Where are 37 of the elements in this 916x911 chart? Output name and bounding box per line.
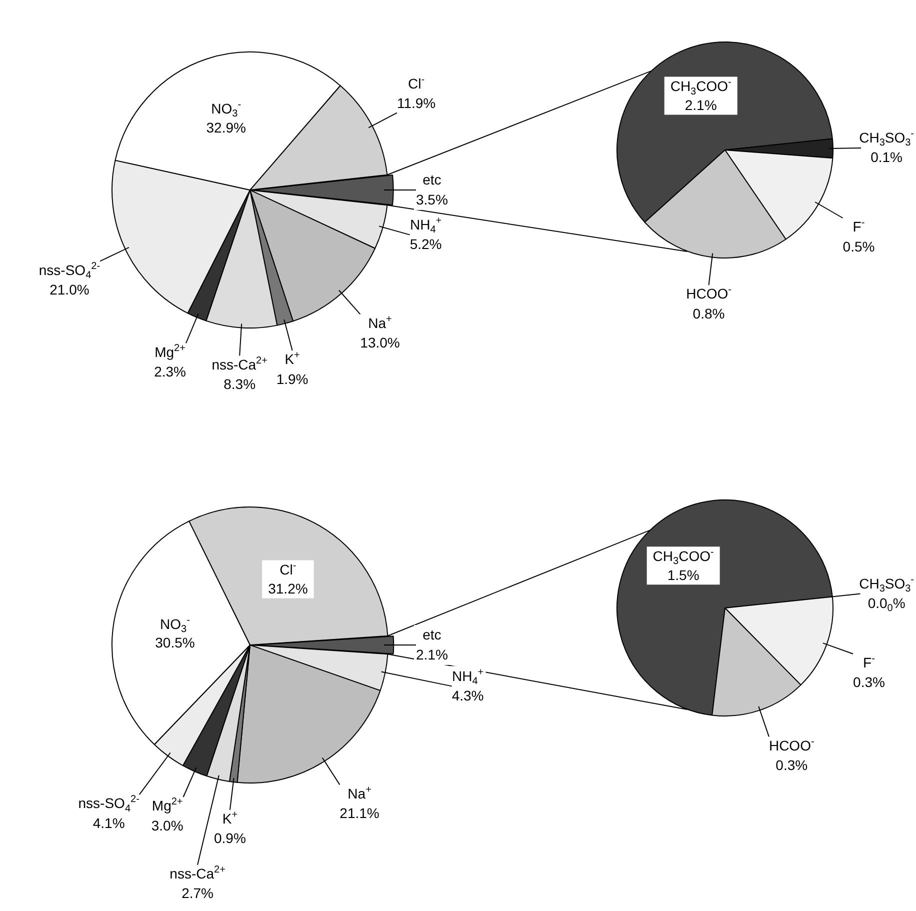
data-label: 4.1% xyxy=(92,814,125,831)
data-label: 3.5% xyxy=(416,191,448,208)
data-label: 31.2% xyxy=(268,580,308,597)
data-label: 2.7% xyxy=(182,885,214,902)
slice-label: Na+ xyxy=(368,314,392,331)
slice-label: F- xyxy=(852,218,865,235)
data-label: 2.1% xyxy=(416,646,448,662)
data-label: 0.1% xyxy=(870,149,903,166)
slice-label: Cl- xyxy=(280,560,296,578)
data-label: 1.5% xyxy=(667,567,700,584)
data-label: 8.3% xyxy=(224,376,256,392)
slice-label: F- xyxy=(863,654,875,671)
data-label: 13.0% xyxy=(360,334,400,350)
data-label: 30.5% xyxy=(155,634,195,651)
slice-label: Cl- xyxy=(408,74,425,92)
data-label: 4.3% xyxy=(452,687,484,704)
data-label: 21.0% xyxy=(50,281,90,298)
slice-label: Na+ xyxy=(348,784,372,802)
data-label: 0.8% xyxy=(692,305,725,322)
data-label: 32.9% xyxy=(206,119,246,136)
data-label: 0.5% xyxy=(842,238,875,254)
data-label: 0.3% xyxy=(776,756,808,773)
slice-label: K+ xyxy=(222,809,238,826)
data-label: 0.3% xyxy=(853,674,885,690)
data-label: 2.3% xyxy=(154,363,186,380)
slice-label: K+ xyxy=(284,350,300,368)
data-label: 5.2% xyxy=(410,236,442,252)
slice-label: etc xyxy=(422,172,442,188)
slice-label: etc xyxy=(422,626,442,643)
data-label: 21.1% xyxy=(340,804,380,821)
data-label: 0.9% xyxy=(214,830,246,846)
data-label: 11.9% xyxy=(396,95,436,112)
data-label: 2.1% xyxy=(684,97,717,114)
data-label: 1.9% xyxy=(276,370,308,387)
slice-label: HCOO- xyxy=(768,736,814,754)
data-label: 3.0% xyxy=(151,817,184,834)
slice-label: HCOO- xyxy=(686,284,732,302)
